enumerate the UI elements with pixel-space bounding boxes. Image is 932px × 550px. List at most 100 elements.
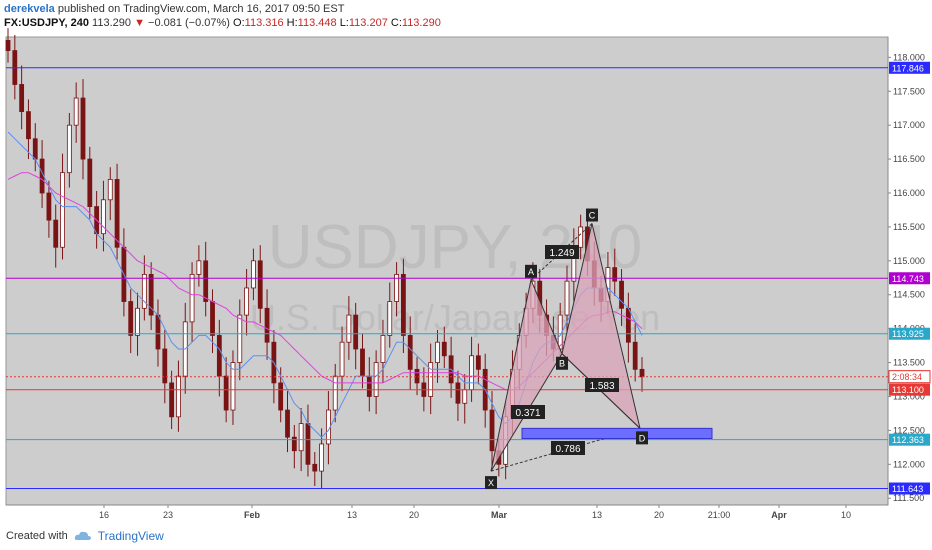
x-tick-label: 13 [592, 510, 602, 520]
level-label-box [889, 383, 930, 396]
candle-body [380, 335, 386, 363]
candle-body [639, 368, 645, 378]
ratio-label-box [511, 405, 545, 419]
ratio-label: 0.371 [515, 408, 540, 419]
candle-body [230, 362, 236, 411]
point-label-b: B [559, 359, 565, 369]
footer: Created with TradingView [6, 526, 164, 546]
x-tick-label: 16 [99, 510, 109, 520]
candle-body [291, 436, 297, 452]
candle-body [32, 138, 38, 160]
down-triangle-icon: ▼ [134, 17, 145, 29]
candle-body [128, 301, 134, 336]
candle-body [387, 301, 393, 336]
x-tick-label: 10 [841, 510, 851, 520]
x-tick-label: 13 [347, 510, 357, 520]
high-value: 113.448 [297, 17, 337, 29]
point-label-d: D [639, 433, 646, 443]
candle-body [101, 199, 106, 235]
candle-body [400, 273, 406, 336]
ratio-label-box [551, 441, 585, 455]
author-name[interactable]: derekvela [4, 3, 55, 15]
point-label-x: X [488, 478, 494, 488]
y-tick-label: 112.000 [893, 459, 925, 469]
candle-body [210, 301, 215, 336]
candle-body [305, 423, 311, 465]
candle-body [155, 314, 161, 350]
ratio-label-box [545, 245, 579, 259]
x-tick-label: Apr [771, 510, 787, 520]
point-label-a: A [528, 267, 534, 277]
candle-body [257, 260, 263, 309]
level-label-box [889, 61, 930, 74]
candle-body [278, 382, 284, 411]
candle-body [87, 158, 93, 207]
y-tick-label: 113.500 [893, 358, 925, 368]
tradingview-brand[interactable]: TradingView [97, 529, 164, 543]
high-label: H: [286, 17, 298, 29]
candle-body [107, 179, 113, 201]
candle-body [19, 84, 25, 113]
candle-body [346, 314, 352, 343]
level-label: 112.363 [892, 435, 924, 445]
candle-body [141, 273, 147, 309]
candle-body [169, 382, 175, 418]
level-label-box [889, 327, 930, 340]
price-change: −0.081 (−0.07%) [148, 17, 230, 29]
candle-body [73, 97, 79, 126]
candle-body [441, 341, 447, 357]
candle-body [366, 375, 372, 397]
candle-body [462, 389, 468, 404]
candle-body [298, 423, 304, 452]
ratio-label: 1.583 [589, 381, 614, 392]
candle-body [612, 267, 618, 282]
candle-body [216, 335, 222, 377]
candle-body [189, 273, 195, 323]
candle-body [489, 409, 495, 452]
candle-body [360, 348, 365, 377]
point-label-box [636, 431, 648, 445]
candle-body [80, 97, 86, 160]
prz-zone [521, 427, 713, 440]
candle-body [148, 273, 154, 316]
level-label: 113.925 [892, 329, 924, 339]
countdown-label: 2:08:34 [892, 372, 922, 382]
candle-body [475, 355, 481, 370]
countdown-box [888, 370, 931, 384]
created-with-text: Created with [6, 530, 68, 542]
open-label: O: [233, 17, 245, 29]
candle-body [414, 368, 420, 384]
candle-body [244, 287, 250, 316]
ratio-label-box [585, 378, 619, 392]
price-axis [888, 37, 932, 505]
low-label: L: [339, 17, 349, 29]
candle-body [435, 341, 440, 363]
chart-header: derekvela published on TradingView.com, … [4, 2, 924, 30]
candle-body [5, 39, 11, 51]
level-label-box [889, 433, 930, 446]
y-tick-label: 115.000 [893, 256, 925, 266]
level-label: 114.743 [892, 274, 924, 284]
candle-body [46, 192, 52, 221]
candle-body [135, 307, 140, 336]
close-label: C: [390, 17, 402, 29]
ratio-label: 0.786 [555, 444, 580, 455]
y-tick-label: 118.000 [893, 52, 925, 62]
candle-body [223, 375, 229, 411]
published-text: published on TradingView.com, March 16, … [57, 3, 345, 15]
candle-body [428, 362, 434, 397]
y-tick-label: 117.000 [893, 120, 925, 130]
x-tick-label: Feb [244, 510, 261, 520]
candle-body [339, 341, 345, 377]
y-tick-label: 117.500 [893, 86, 925, 96]
candle-body [60, 172, 65, 248]
point-label-box [485, 476, 497, 490]
candle-body [373, 362, 379, 397]
low-value: 113.207 [348, 17, 388, 29]
candle-body [176, 375, 181, 418]
open-value: 113.316 [244, 17, 284, 29]
x-tick-label: 20 [409, 510, 419, 520]
candle-body [619, 280, 624, 309]
last-price: 113.290 [92, 17, 131, 29]
